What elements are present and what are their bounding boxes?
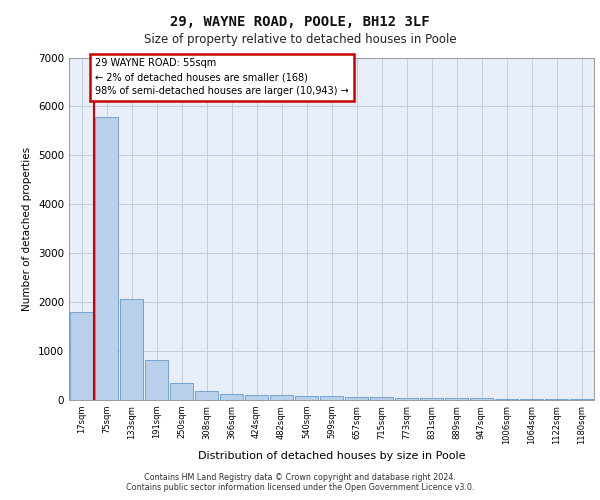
- Text: Size of property relative to detached houses in Poole: Size of property relative to detached ho…: [143, 32, 457, 46]
- Bar: [195, 391, 218, 400]
- Text: 29 WAYNE ROAD: 55sqm
← 2% of detached houses are smaller (168)
98% of semi-detac: 29 WAYNE ROAD: 55sqm ← 2% of detached ho…: [95, 58, 349, 96]
- Bar: [370, 398, 393, 400]
- Text: Contains HM Land Registry data © Crown copyright and database right 2024.
Contai: Contains HM Land Registry data © Crown c…: [126, 473, 474, 492]
- Bar: [395, 398, 418, 400]
- X-axis label: Distribution of detached houses by size in Poole: Distribution of detached houses by size …: [198, 451, 465, 461]
- Bar: [320, 396, 343, 400]
- Bar: [95, 117, 118, 400]
- Bar: [220, 394, 243, 400]
- Bar: [120, 299, 143, 400]
- Bar: [245, 395, 268, 400]
- Bar: [170, 384, 193, 400]
- Bar: [345, 397, 368, 400]
- Y-axis label: Number of detached properties: Number of detached properties: [22, 146, 32, 311]
- Bar: [420, 398, 443, 400]
- Bar: [495, 398, 518, 400]
- Bar: [545, 399, 568, 400]
- Bar: [295, 396, 318, 400]
- Bar: [470, 398, 493, 400]
- Bar: [70, 312, 93, 400]
- Bar: [445, 398, 468, 400]
- Text: 29, WAYNE ROAD, POOLE, BH12 3LF: 29, WAYNE ROAD, POOLE, BH12 3LF: [170, 15, 430, 29]
- Bar: [270, 395, 293, 400]
- Bar: [145, 360, 168, 400]
- Bar: [520, 399, 543, 400]
